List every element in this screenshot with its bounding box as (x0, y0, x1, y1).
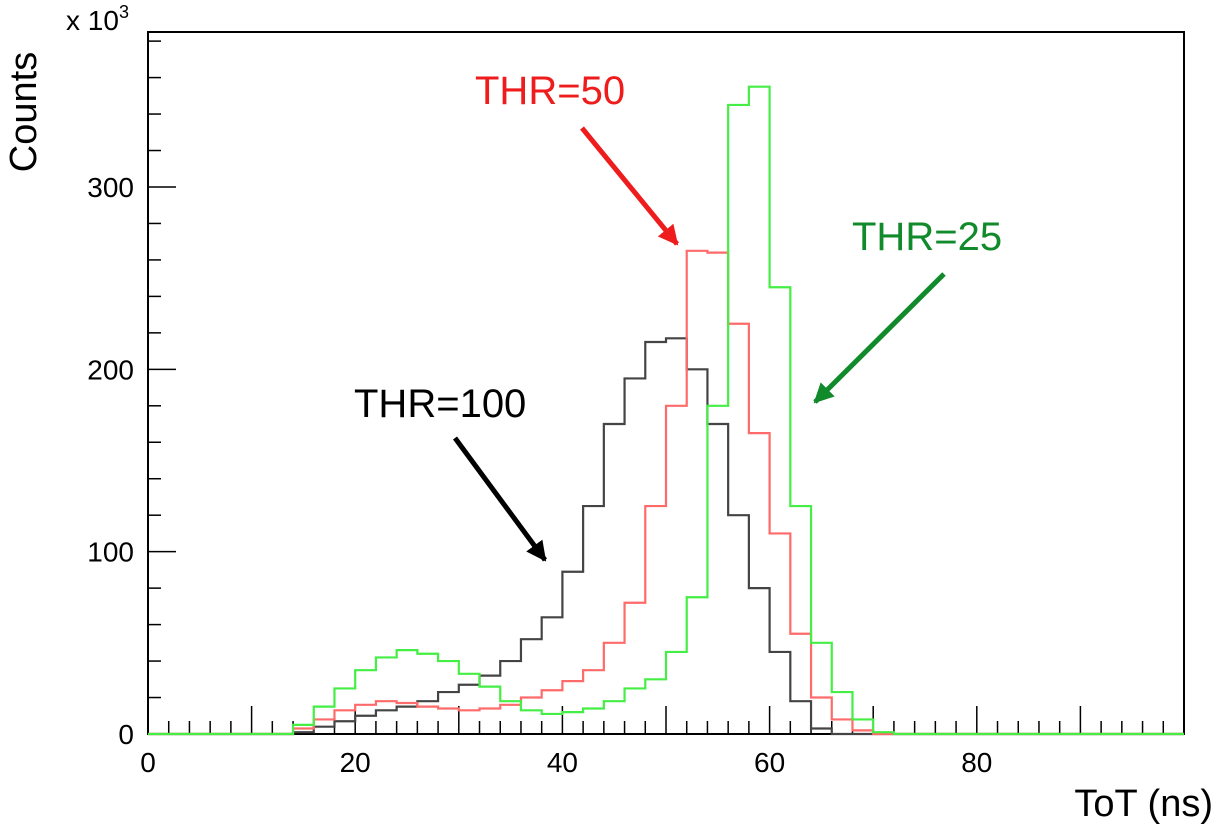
x-tick-label: 40 (547, 747, 578, 778)
y-tick-label: 300 (87, 172, 134, 203)
annotation-thr-50: THR=50 (475, 69, 625, 113)
y-axis: 0 100 200 300 (87, 40, 176, 750)
y-axis-title: Counts (3, 52, 45, 172)
x-tick-label: 20 (340, 747, 371, 778)
arrow-thr-100 (452, 436, 548, 562)
plot-border (147, 31, 1185, 735)
series-layer (148, 85, 1184, 736)
annotations: THR=50 THR=25 THR=100 (354, 69, 1002, 562)
x-axis-title: ToT (ns) (1074, 783, 1213, 825)
y-multiplier-base: x 10 (66, 5, 119, 36)
x-tick-label: 80 (961, 747, 992, 778)
arrow-thr-50 (580, 126, 679, 246)
y-axis-multiplier: x 103 (66, 2, 129, 36)
x-axis: 0 20 40 60 80 (140, 706, 1185, 778)
plot-frame (147, 31, 1185, 735)
y-tick-label: 100 (87, 537, 134, 568)
y-tick-label: 200 (87, 354, 134, 385)
y-tick-label: 0 (118, 719, 134, 750)
series-line-3 (148, 85, 1184, 736)
y-multiplier-exponent: 3 (119, 2, 129, 22)
x-tick-label: 0 (140, 747, 156, 778)
annotation-thr-25: THR=25 (852, 215, 1002, 259)
arrow-thr-25 (813, 272, 946, 404)
x-tick-label: 60 (754, 747, 785, 778)
annotation-thr-100: THR=100 (354, 382, 526, 426)
